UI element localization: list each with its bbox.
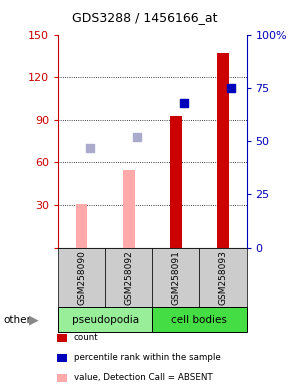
Text: GSM258092: GSM258092: [124, 250, 133, 305]
Bar: [76, 204, 88, 248]
Text: cell bodies: cell bodies: [171, 314, 227, 325]
Bar: [170, 116, 182, 248]
Text: GSM258091: GSM258091: [171, 250, 180, 305]
Text: value, Detection Call = ABSENT: value, Detection Call = ABSENT: [74, 373, 213, 382]
Point: [135, 134, 139, 140]
Point: [182, 100, 186, 106]
Bar: [217, 53, 229, 248]
Text: GSM258090: GSM258090: [77, 250, 86, 305]
Bar: [123, 170, 135, 248]
Text: GSM258093: GSM258093: [218, 250, 227, 305]
Text: percentile rank within the sample: percentile rank within the sample: [74, 353, 221, 362]
Point: [88, 144, 92, 151]
Text: ▶: ▶: [28, 313, 38, 326]
Text: other: other: [3, 314, 31, 325]
Text: count: count: [74, 333, 99, 343]
Text: pseudopodia: pseudopodia: [72, 314, 139, 325]
Text: GDS3288 / 1456166_at: GDS3288 / 1456166_at: [72, 11, 218, 24]
Point: [229, 85, 233, 91]
